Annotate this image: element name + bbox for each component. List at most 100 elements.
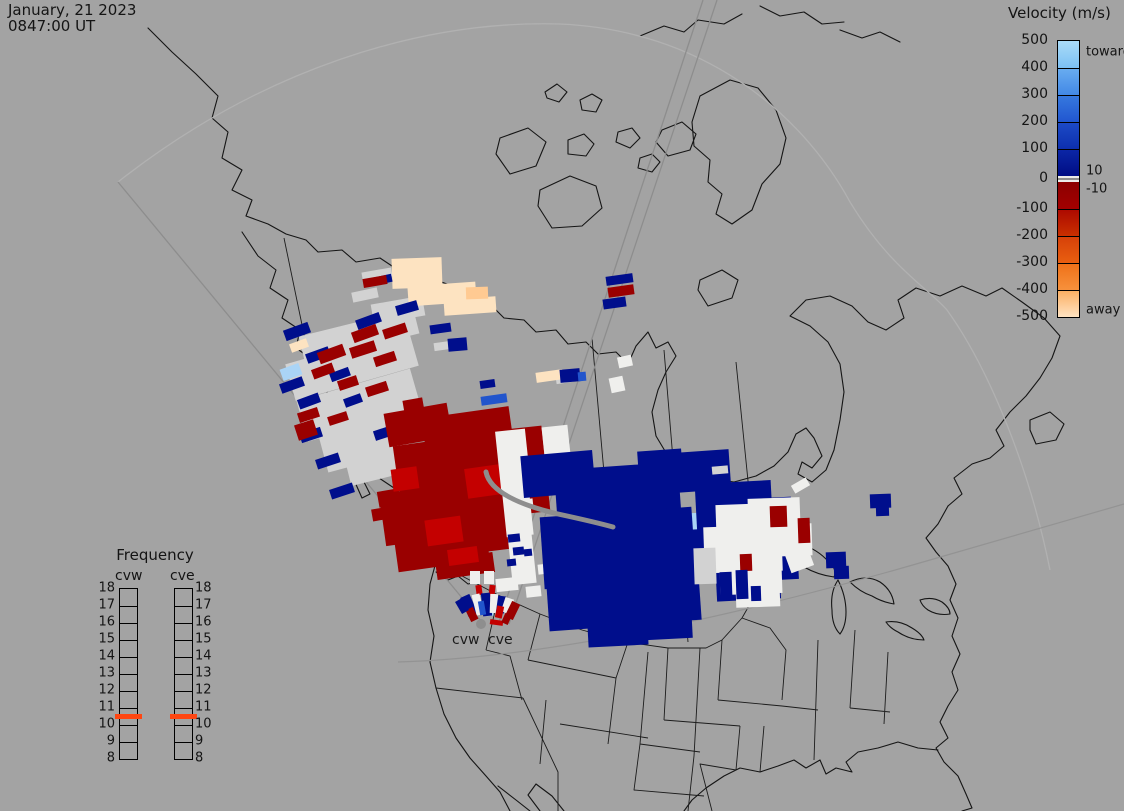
radar-data-cell: [470, 571, 480, 584]
frequency-tickline: [120, 674, 137, 675]
radar-data-cell: [429, 322, 452, 335]
radar-data-cell: [719, 571, 733, 600]
velocity-colorbar-segment: [1058, 149, 1079, 176]
velocity-zero-band: [1058, 176, 1079, 182]
velocity-tick-label: -500: [1016, 308, 1048, 324]
velocity-tick-label: 200: [1021, 113, 1048, 129]
frequency-legend-title: Frequency: [116, 546, 194, 564]
coastline-gulf: [683, 741, 939, 811]
radar-data-cell: [364, 380, 390, 398]
timestamp: January, 21 2023 0847:00 UT: [8, 2, 136, 34]
radar-data-cell: [477, 600, 487, 616]
radar-data-cells-layer: [279, 257, 892, 648]
radar-data-cell: [279, 376, 305, 394]
velocity-tick-label: 400: [1021, 59, 1048, 75]
radar-data-cell: [825, 551, 847, 569]
frequency-tickline: [175, 725, 192, 726]
radar-data-cell: [296, 407, 321, 423]
newfoundland: [1029, 411, 1065, 445]
velocity-colorbar-segment: [1058, 122, 1079, 149]
radar-data-cell: [480, 393, 508, 406]
fov-outer-arc: [117, 23, 1051, 571]
radar-data-cell: [310, 362, 336, 380]
radar-data-cell: [577, 371, 587, 382]
radar-data-cell: [447, 545, 479, 567]
velocity-tick-label: 0: [1039, 170, 1048, 186]
radar-data-cell: [355, 312, 382, 330]
radar-data-cell: [285, 329, 419, 401]
radar-data-cell: [587, 622, 649, 648]
radar-data-cell: [475, 584, 483, 596]
velocity-tick-label: 300: [1021, 86, 1048, 102]
frequency-marker-cvw: [115, 713, 142, 719]
timestamp-date: January, 21 2023: [8, 1, 137, 19]
radar-data-cell: [372, 350, 398, 368]
radar-data-cell: [541, 424, 571, 458]
radar-data-cell: [465, 286, 489, 300]
coastline-arctic-mainland: [147, 27, 1061, 507]
radar-data-cell: [447, 337, 468, 352]
frequency-column-label-cve: cve: [170, 568, 195, 584]
frequency-tickline: [120, 691, 137, 692]
frequency-tickline: [120, 640, 137, 641]
frequency-tick-label: 16: [98, 614, 115, 630]
velocity-colorbar-segment: [1058, 209, 1079, 236]
toward-label: toward: [1086, 44, 1124, 60]
radar-data-cell: [495, 576, 519, 593]
radar-data-cell: [525, 585, 542, 598]
frequency-tickline: [120, 725, 137, 726]
frequency-column-label-cvw: cvw: [115, 568, 143, 584]
frequency-tick-label: 13: [195, 665, 212, 681]
radar-data-cell: [781, 538, 815, 574]
radar-data-cell: [559, 368, 581, 383]
frequency-tickline: [120, 742, 137, 743]
radar-data-cell: [489, 593, 499, 614]
radar-data-cell: [433, 340, 452, 352]
radar-data-cell: [294, 419, 318, 441]
velocity-legend: Velocity (m/s) 500 400 300 200 100 0 -100 -200 -…: [1000, 0, 1124, 332]
radar-data-cell: [739, 553, 753, 572]
radar-data-cell: [351, 287, 379, 303]
coastline-layer: [147, 5, 1065, 811]
frequency-tickline: [175, 640, 192, 641]
frequency-tick-label: 10: [195, 716, 212, 732]
velocity-colorbar-segment: [1058, 95, 1079, 122]
radar-site-label: cve: [488, 632, 513, 648]
frequency-tick-label: 17: [195, 597, 212, 613]
radar-data-cell: [329, 482, 355, 500]
velocity-colorbar-segment: [1058, 263, 1079, 290]
radar-data-cell: [507, 530, 537, 586]
radar-data-cell: [494, 605, 505, 619]
radar-data-cell: [797, 517, 811, 544]
latitude-ring: [397, 503, 1124, 663]
frequency-tick-label: 8: [195, 750, 204, 766]
radar-data-cell: [343, 393, 363, 408]
radar-data-cell: [382, 322, 408, 340]
frequency-tick-label: 11: [98, 699, 115, 715]
frequency-tick-label: 14: [195, 648, 212, 664]
velocity-tick-label: -100: [1016, 200, 1048, 216]
radar-data-cell: [348, 340, 378, 359]
radar-data-cell: [296, 392, 322, 410]
frequency-tickline: [120, 623, 137, 624]
radar-data-cell: [535, 369, 564, 383]
plus10-label: 10: [1086, 163, 1103, 179]
frequency-tickline: [120, 657, 137, 658]
radar-data-cell: [376, 488, 402, 508]
frequency-tick-label: 8: [106, 750, 115, 766]
radar-data-cell: [607, 284, 635, 298]
frequency-tickline: [175, 708, 192, 709]
radar-data-cell: [484, 571, 494, 584]
frequency-tick-label: 11: [195, 699, 212, 715]
arctic-top-coast: [639, 5, 901, 43]
convection-boundary: [483, 469, 616, 530]
radar-data-cell: [506, 558, 517, 567]
frequency-tickline: [120, 708, 137, 709]
radar-data-cell: [501, 613, 512, 625]
frequency-tickline: [175, 657, 192, 658]
radar-data-cell: [539, 506, 697, 590]
radar-data-cell: [391, 257, 443, 289]
velocity-colorbar-segment: [1058, 290, 1079, 317]
